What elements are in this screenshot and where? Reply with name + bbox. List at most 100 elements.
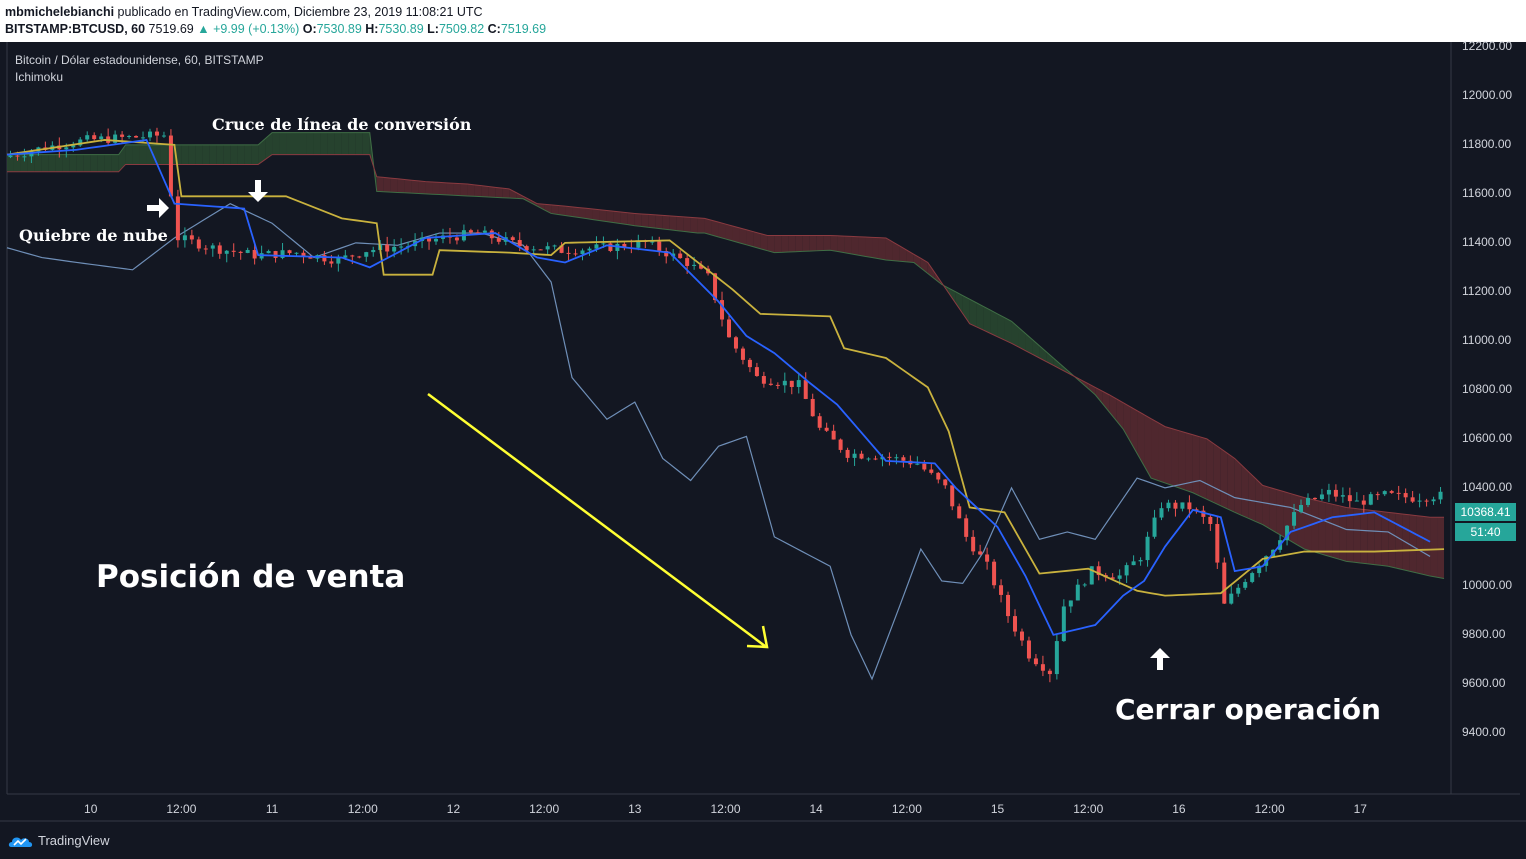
- cloud-segment: [404, 179, 412, 194]
- cloud-segment: [1102, 391, 1110, 412]
- time-tick-label: 13: [628, 802, 642, 816]
- price-tick-label: 11800.00: [1462, 136, 1512, 151]
- cloud-segment: [1395, 513, 1403, 570]
- cloud-segment: [746, 229, 754, 247]
- cloud-segment: [202, 144, 210, 165]
- candle-body: [78, 139, 83, 146]
- candle-body: [566, 252, 571, 254]
- candle-body: [113, 134, 118, 143]
- cloud-segment: [83, 154, 91, 172]
- candle-body: [1047, 670, 1052, 675]
- cloud-segment: [1318, 500, 1326, 556]
- candle-body: [322, 255, 327, 262]
- cloud-segment: [20, 154, 28, 172]
- cloud-segment: [1346, 507, 1354, 563]
- indicator-name[interactable]: Ichimoku: [15, 70, 64, 84]
- candle-body: [273, 251, 278, 258]
- brand-label: TradingView: [38, 833, 110, 848]
- cloud-segment: [948, 288, 956, 304]
- cloud-segment: [599, 209, 607, 222]
- candle-body: [350, 255, 355, 257]
- price-tick-label: 11000.00: [1462, 332, 1512, 347]
- cloud-segment: [125, 144, 133, 165]
- close-label: C:: [487, 22, 501, 36]
- cloud-segment: [878, 237, 886, 260]
- cloud-segment: [411, 180, 419, 194]
- candle-body: [1173, 502, 1178, 509]
- cloud-segment: [627, 212, 635, 226]
- cloud-segment: [1011, 321, 1019, 347]
- candle-body: [831, 430, 836, 440]
- price-tick-label: 11600.00: [1462, 185, 1512, 200]
- time-tick-label: 10: [84, 802, 98, 816]
- price-tick-label: 11400.00: [1462, 234, 1512, 249]
- cloud-segment: [1151, 418, 1159, 481]
- last-price-badge: 10368.41: [1455, 503, 1516, 521]
- cloud-segment: [90, 154, 98, 172]
- candle-body: [287, 250, 292, 254]
- candle-body: [1033, 658, 1038, 665]
- cloud-segment: [1262, 485, 1270, 529]
- cloud-segment: [195, 144, 203, 165]
- cloud-segment: [725, 224, 733, 241]
- candle-body: [357, 256, 362, 258]
- candle-body: [1019, 631, 1024, 641]
- cloud-segment: [495, 187, 503, 198]
- cloud-segment: [551, 204, 559, 215]
- author-name: mbmichelebianchi: [5, 5, 115, 19]
- cloud-segment: [1206, 438, 1214, 503]
- cloud-segment: [258, 138, 266, 165]
- cloud-segment: [739, 227, 747, 245]
- cloud-segment: [676, 216, 684, 232]
- cloud-segment: [439, 182, 447, 195]
- candle-body: [1006, 594, 1011, 617]
- candle-body: [1250, 573, 1255, 582]
- time-tick-label: 11: [265, 802, 279, 816]
- candle-body: [182, 235, 187, 241]
- candle-body: [1340, 495, 1345, 497]
- candle-body: [1026, 640, 1031, 659]
- price-chart[interactable]: [0, 42, 1526, 859]
- cloud-segment: [132, 144, 140, 165]
- ohlc-line: BITSTAMP:BTCUSD, 60 7519.69 ▲ +9.99 (+0.…: [5, 22, 546, 36]
- cloud-segment: [279, 132, 287, 155]
- candle-body: [685, 258, 690, 266]
- cloud-segment: [481, 185, 489, 197]
- time-tick-label: 12:00: [1073, 802, 1104, 816]
- cloud-segment: [997, 313, 1005, 341]
- low-value: 7509.82: [438, 22, 485, 36]
- candle-body: [845, 449, 850, 458]
- tradingview-logo[interactable]: TradingView: [8, 833, 110, 848]
- candle-body: [713, 273, 718, 301]
- candle-body: [1299, 504, 1304, 513]
- candle-body: [64, 147, 69, 150]
- cloud-segment: [544, 204, 552, 214]
- candle-body: [943, 479, 948, 486]
- candle-body: [796, 380, 801, 387]
- candle-body: [217, 245, 222, 254]
- candle-body: [1319, 494, 1324, 500]
- annotation-sell-position: Posición de venta: [96, 559, 406, 595]
- cloud-span-a-line: [7, 132, 1445, 579]
- candle-body: [657, 241, 662, 251]
- time-tick-label: 12:00: [166, 802, 197, 816]
- candle-body: [1326, 489, 1331, 495]
- cloud-segment: [1276, 489, 1284, 537]
- cloud-segment: [565, 206, 573, 217]
- cloud-segment: [237, 144, 245, 165]
- candle-body: [754, 367, 759, 377]
- cloud-segment: [209, 144, 217, 165]
- candle-body: [817, 416, 822, 428]
- time-tick-label: 17: [1353, 802, 1367, 816]
- cloud-segment: [1381, 511, 1389, 567]
- candle-body: [343, 255, 348, 258]
- time-tick-label: 12:00: [710, 802, 741, 816]
- up-arrow-icon: [1150, 648, 1170, 670]
- cloud-segment: [432, 182, 440, 195]
- candle-body: [999, 585, 1004, 595]
- cloud-segment: [1158, 422, 1165, 483]
- candle-body: [301, 252, 306, 257]
- price-tick-label: 12200.00: [1462, 38, 1513, 53]
- price-tick-label: 10000.00: [1462, 577, 1513, 592]
- annotation-close-trade: Cerrar operación: [1115, 693, 1381, 726]
